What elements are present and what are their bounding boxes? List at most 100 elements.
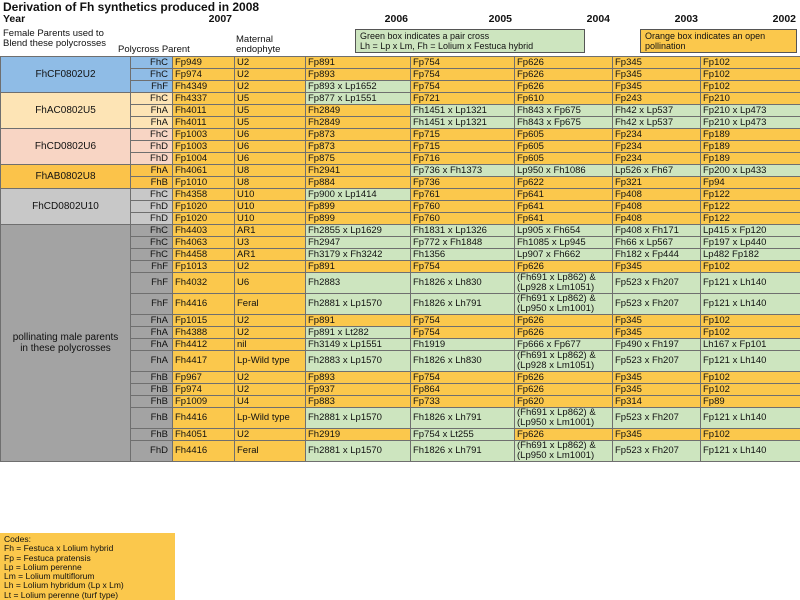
table-row: FhA Fh4011 U5 Fh2849 Fh1451 x Lp1321 Fh843 x …: [1, 116, 800, 129]
ancestor-cell: Fp626: [514, 260, 613, 273]
ancestor-cell: Fp891 x Lt282: [305, 326, 411, 339]
ancestor-cell: (Fh691 x Lp862) & (Lp950 x Lm1001): [514, 407, 613, 429]
ancestor-cell: Fp899: [305, 212, 411, 225]
ancestor-cell: Fp121 x Lh140: [700, 440, 800, 462]
ancestor-cell: Fp321: [612, 176, 701, 189]
ancestor-cell: Lp526 x Fh67: [612, 164, 701, 177]
female-type: FhD: [130, 440, 173, 462]
ancestor-cell: Fp605: [514, 140, 613, 153]
maternal-endophyte: U6: [234, 128, 306, 141]
code-item: Lt = Lolium perenne (turf type): [4, 589, 119, 600]
female-type: FhB: [130, 395, 173, 408]
table-row: FhCD0802U6 FhC Fp1003 U6 Fp873 Fp715 Fp605 Fp23…: [0, 128, 800, 165]
ancestor-cell: Fp715: [410, 140, 515, 153]
derivation-table: FhCF0802U2 FhC Fp949 U2 Fp891 Fp754 Fp626 Fp345…: [0, 56, 800, 462]
group-label: pollinating male parents in these polycr…: [0, 224, 131, 462]
ancestor-cell: Fp122: [700, 212, 800, 225]
polycross-parent: Fp1009: [172, 395, 235, 408]
year-header: 2004: [586, 13, 610, 25]
ancestor-cell: Fp102: [700, 383, 800, 396]
table-row: FhAB0802U8 FhA Fh4061 U8 Fh2941 Fp736 x Fh137…: [0, 164, 800, 189]
polycross-parent: Fp1020: [172, 212, 235, 225]
ancestor-cell: Fp877 x Lp1551: [305, 92, 411, 105]
codes-title: Codes:: [4, 534, 31, 544]
ancestor-cell: Fp121 x Lh140: [700, 407, 800, 429]
maternal-endophyte: U2: [234, 314, 306, 327]
maternal-endophyte: U6: [234, 140, 306, 153]
table-row: FhA Fh4011 U5 Fh2849 Fh1451 x Lp1321 Fh843 x …: [1, 104, 800, 117]
ancestor-cell: Fp891: [305, 314, 411, 327]
year-header: 2006: [384, 13, 408, 25]
polycross-parent: Fh4388: [172, 326, 235, 339]
code-item: Lh = Lolium hybridum (Lp x Lm): [4, 580, 124, 591]
polycross-parent: Fh4337: [172, 92, 235, 105]
ancestor-cell: Fp891: [305, 260, 411, 273]
female-type: FhB: [130, 383, 173, 396]
table-row: FhB Fh4051 U2 Fh2919 Fp754 x Lt255 Fp626 Fp345…: [1, 428, 800, 441]
ancestor-cell: (Fh691 x Lp862) & (Lp950 x Lm1001): [514, 293, 613, 315]
maternal-endophyte: U6: [234, 152, 306, 165]
female-type: FhA: [130, 338, 173, 351]
ancestor-cell: Fh42 x Lp537: [612, 104, 701, 117]
ancestor-cell: Fp721: [410, 92, 515, 105]
ancestor-cell: Lp482 Fp182: [700, 248, 800, 261]
ancestor-cell: Fp523 x Fh207: [612, 293, 701, 315]
ancestor-cell: Fh843 x Fp675: [514, 104, 613, 117]
ancestor-cell: Fp210 x Lp473: [700, 116, 800, 129]
ancestor-cell: Fp754 x Lt255: [410, 428, 515, 441]
ancestor-cell: Fp761: [410, 188, 515, 201]
ancestor-cell: Fp408 x Fh171: [612, 224, 701, 237]
ancestor-cell: Fp899: [305, 200, 411, 213]
ancestor-cell: Fp884: [305, 176, 411, 189]
ancestor-cell: Fp760: [410, 200, 515, 213]
maternal-endophyte: U10: [234, 188, 306, 201]
polycross-parent: Fh4416: [172, 407, 235, 429]
ancestor-cell: Fp197 x Lp440: [700, 236, 800, 249]
female-parents-header: Female Parents used to Blend these polyc…: [3, 28, 106, 49]
female-type: FhB: [130, 371, 173, 384]
table-row: FhD Fp1004 U6 Fp875 Fp716 Fp605 Fp234 Fp189: [1, 152, 800, 165]
polycross-parent-header: Polycross Parent: [118, 44, 190, 55]
polycross-parent: Fh4011: [172, 104, 235, 117]
table-row: FhA Fh4412 nil Fh3149 x Lp1551 Fh1919 Fp666 x…: [1, 338, 800, 351]
polycross-parent: Fh4063: [172, 236, 235, 249]
ancestor-cell: Fp243: [612, 92, 701, 105]
ancestor-cell: Lh167 x Fp101: [700, 338, 800, 351]
polycross-parent: Fp1003: [172, 140, 235, 153]
maternal-endophyte: AR1: [234, 224, 306, 237]
maternal-endophyte: U2: [234, 68, 306, 81]
ancestor-cell: Fp873: [305, 128, 411, 141]
ancestor-cell: Fp666 x Fp677: [514, 338, 613, 351]
open-pollination-legend: Orange box indicates an open pollination: [640, 29, 797, 53]
codes-box: Codes: Fh = Festuca x Lolium hybrid Fp = …: [0, 533, 175, 600]
ancestor-cell: Fp102: [700, 371, 800, 384]
polycross-parent: Fp967: [172, 371, 235, 384]
maternal-endophyte: U2: [234, 56, 306, 69]
polycross-parent: Fp1020: [172, 200, 235, 213]
ancestor-cell: Fp736: [410, 176, 515, 189]
ancestor-cell: Lp950 x Fh1086: [514, 164, 613, 177]
polycross-parent: Fh4403: [172, 224, 235, 237]
ancestor-cell: Fp122: [700, 200, 800, 213]
table-row: FhF Fh4416 Feral Fh2881 x Lp1570 Fh1826 x Lh…: [1, 293, 800, 315]
ancestor-cell: Fp754: [410, 56, 515, 69]
maternal-endophyte: U5: [234, 92, 306, 105]
ancestor-cell: Fp189: [700, 140, 800, 153]
ancestor-cell: Fh182 x Fp444: [612, 248, 701, 261]
ancestor-cell: Fp900 x Lp1414: [305, 188, 411, 201]
ancestor-cell: Fp490 x Fh197: [612, 338, 701, 351]
ancestor-cell: Fp189: [700, 152, 800, 165]
table-row: FhB Fp1009 U4 Fp883 Fp733 Fp620 Fp314 Fp89: [1, 395, 800, 408]
legend-line: Green box indicates a pair cross: [360, 31, 490, 41]
ancestor-cell: Fp641: [514, 188, 613, 201]
ancestor-cell: Fp716: [410, 152, 515, 165]
ancestor-cell: Fh3149 x Lp1551: [305, 338, 411, 351]
ancestor-cell: Fp345: [612, 326, 701, 339]
polycross-parent: Fh4032: [172, 272, 235, 294]
maternal-endophyte: U10: [234, 212, 306, 225]
maternal-endophyte: U5: [234, 116, 306, 129]
ancestor-cell: Fp620: [514, 395, 613, 408]
ancestor-cell: Fp864: [410, 383, 515, 396]
ancestor-cell: Fp102: [700, 80, 800, 93]
female-type: FhC: [130, 68, 173, 81]
